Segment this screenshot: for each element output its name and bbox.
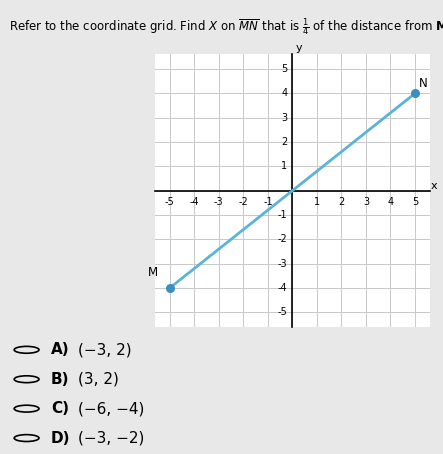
Text: -4: -4	[278, 283, 288, 293]
Text: A): A)	[51, 342, 70, 357]
Text: x: x	[431, 181, 438, 191]
Text: -2: -2	[238, 197, 248, 207]
Text: -3: -3	[214, 197, 224, 207]
Text: Refer to the coordinate grid. Find $\mathit{X}$ on $\overline{MN}$ that is $\fra: Refer to the coordinate grid. Find $\mat…	[9, 16, 443, 38]
Text: (−3, 2): (−3, 2)	[78, 342, 131, 357]
Text: y: y	[296, 43, 303, 53]
Text: 2: 2	[281, 137, 288, 147]
Text: -2: -2	[278, 234, 288, 244]
Text: B): B)	[51, 372, 70, 387]
Text: -4: -4	[190, 197, 199, 207]
Text: M: M	[148, 266, 158, 280]
Text: -1: -1	[263, 197, 273, 207]
Text: 4: 4	[281, 89, 288, 99]
Text: 5: 5	[412, 197, 418, 207]
Text: -5: -5	[278, 307, 288, 317]
Text: 3: 3	[363, 197, 369, 207]
Text: 1: 1	[281, 161, 288, 171]
Text: -5: -5	[165, 197, 175, 207]
Text: C): C)	[51, 401, 69, 416]
Text: -1: -1	[278, 210, 288, 220]
Text: (3, 2): (3, 2)	[78, 372, 118, 387]
Text: (−3, −2): (−3, −2)	[78, 430, 144, 445]
Text: 2: 2	[338, 197, 345, 207]
Text: 3: 3	[281, 113, 288, 123]
Text: (−6, −4): (−6, −4)	[78, 401, 144, 416]
Text: D): D)	[51, 430, 70, 445]
Text: 5: 5	[281, 64, 288, 74]
Text: N: N	[419, 77, 427, 90]
Text: -3: -3	[278, 259, 288, 269]
Text: 4: 4	[388, 197, 393, 207]
Text: 1: 1	[314, 197, 320, 207]
